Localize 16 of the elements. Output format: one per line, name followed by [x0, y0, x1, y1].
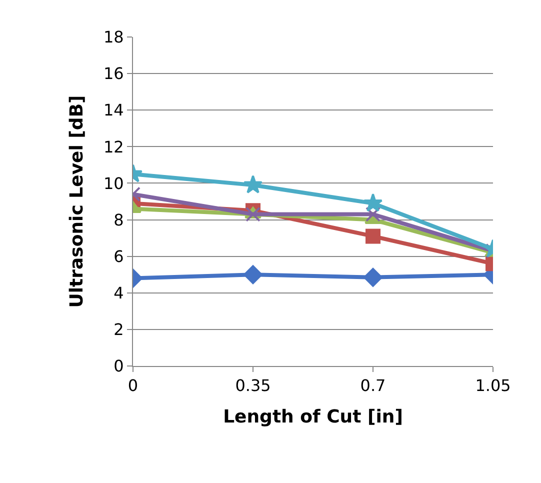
y-axis-title: Ultrasonic Level [dB]	[66, 95, 88, 308]
y-tick-label: 12	[103, 137, 124, 156]
y-tick-label: 16	[103, 64, 124, 84]
x-tick-label: 0.35	[235, 376, 271, 396]
y-tick-label: 4	[114, 283, 124, 302]
y-tick-label: 0	[114, 356, 124, 376]
x-tick-label: 1.05	[475, 376, 511, 396]
y-tick-label: 8	[114, 210, 124, 230]
x-tick-label: 0.7	[360, 376, 386, 396]
x-axis-title: Length of Cut [in]	[223, 406, 403, 428]
y-tick-label: 18	[103, 28, 124, 47]
x-tick-label: 0	[128, 376, 138, 396]
y-tick-label: 10	[103, 174, 124, 193]
y-tick-label: 6	[114, 246, 124, 266]
y-tick-label: 14	[103, 100, 124, 120]
y-tick-label: 2	[114, 320, 124, 340]
